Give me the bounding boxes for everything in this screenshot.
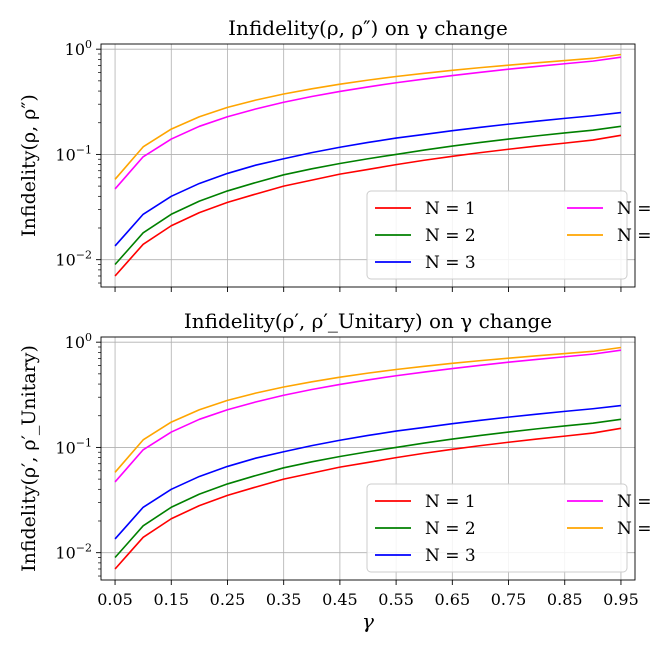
x-tick-label: 0.25 xyxy=(210,590,246,609)
y-tick-label: 10−2 xyxy=(55,249,92,270)
legend-label-n2: N = 2 xyxy=(425,226,476,246)
legend-label-n1: N = 1 xyxy=(425,199,476,219)
x-tick-label: 0.15 xyxy=(153,590,189,609)
x-tick-label: 0.95 xyxy=(603,590,639,609)
legend: N = 1 N = 2 N = 3 N = 4 N = 5 xyxy=(367,191,650,279)
y-axis-label: Infidelity(ρ, ρ″) xyxy=(18,94,40,237)
legend-label-n4: N = 4 xyxy=(617,199,650,219)
x-tick-label: 0.05 xyxy=(97,590,133,609)
legend: N = 1 N = 2 N = 3 N = 4 N = 5 xyxy=(367,484,650,572)
legend-label-n5: N = 5 xyxy=(617,226,650,246)
x-axis xyxy=(115,287,621,292)
chart-title: Infidelity(ρ′, ρ′_Unitary) on γ change xyxy=(184,309,552,333)
legend-label-n3: N = 3 xyxy=(425,546,476,566)
x-tick-label: 0.85 xyxy=(547,590,583,609)
legend-label-n4: N = 4 xyxy=(617,492,650,512)
y-axis: 10−2 10−1 100 xyxy=(55,38,101,283)
x-tick-label: 0.55 xyxy=(378,590,414,609)
legend-label-n1: N = 1 xyxy=(425,492,476,512)
subplot-2: 0.05 0.15 0.25 0.35 0.45 0.55 0.65 0.75 0.85 0.95… xyxy=(18,309,650,633)
y-tick-label: 100 xyxy=(65,38,92,59)
x-tick-label: 0.45 xyxy=(322,590,358,609)
legend-label-n3: N = 3 xyxy=(425,253,476,273)
legend-label-n5: N = 5 xyxy=(617,519,650,539)
chart-title: Infidelity(ρ, ρ″) on γ change xyxy=(228,16,508,40)
y-tick-label: 10−2 xyxy=(55,542,92,563)
x-tick-label: 0.35 xyxy=(266,590,302,609)
y-axis: 10−2 10−1 100 xyxy=(55,331,101,576)
y-tick-label: 100 xyxy=(65,331,92,352)
legend-label-n2: N = 2 xyxy=(425,519,476,539)
x-tick-label: 0.75 xyxy=(491,590,527,609)
subplot-1: 10−2 10−1 100 Infidelity(ρ, ρ″) on γ change… xyxy=(18,16,650,292)
x-axis-label: γ xyxy=(362,609,374,633)
y-axis-label: Infidelity(ρ′, ρ′_Unitary) xyxy=(18,345,40,572)
x-axis: 0.05 0.15 0.25 0.35 0.45 0.55 0.65 0.75 0.85 0.95 xyxy=(97,580,639,609)
y-tick-label: 10−1 xyxy=(55,436,92,457)
x-tick-label: 0.65 xyxy=(435,590,471,609)
y-tick-label: 10−1 xyxy=(55,143,92,164)
